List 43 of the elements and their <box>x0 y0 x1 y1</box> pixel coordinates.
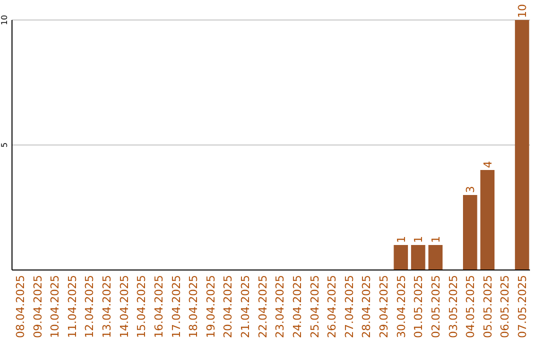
x-tick-label: 14.04.2025 <box>118 275 131 338</box>
x-tick-label: 26.04.2025 <box>326 275 339 338</box>
data-label: 3 <box>464 186 478 193</box>
x-tick-label: 09.04.2025 <box>31 275 44 338</box>
data-label: 1 <box>394 236 408 243</box>
x-tick-label: 27.04.2025 <box>342 275 356 338</box>
x-tick-label: 21.04.2025 <box>239 275 252 338</box>
x-tick-label: 05.05.2025 <box>481 275 494 338</box>
x-tick-label: 16.04.2025 <box>152 275 166 338</box>
x-tick-label: 25.04.2025 <box>308 275 322 338</box>
x-tick-label: 06.05.2025 <box>498 275 512 338</box>
data-label: 1 <box>412 236 426 243</box>
x-tick-label: 08.04.2025 <box>14 275 27 338</box>
data-label: 10 <box>516 4 530 18</box>
bar <box>514 20 530 270</box>
bar <box>394 245 408 270</box>
x-tick-label: 23.04.2025 <box>274 275 287 338</box>
x-tick-label: 02.05.2025 <box>429 275 442 338</box>
x-tick-label: 12.04.2025 <box>83 275 96 338</box>
x-tick-label: 18.04.2025 <box>187 275 200 338</box>
y-tick-label: 5 <box>0 142 9 148</box>
x-tick-label: 03.05.2025 <box>446 275 460 338</box>
x-tick-label: 30.04.2025 <box>394 275 408 338</box>
x-tick-label: 24.04.2025 <box>290 275 304 338</box>
bar <box>411 245 426 270</box>
bar <box>428 245 443 270</box>
x-tick-label: 17.04.2025 <box>170 275 183 338</box>
x-tick-label: 04.05.2025 <box>464 275 478 338</box>
x-tick-label: 07.05.2025 <box>516 275 530 338</box>
x-tick-label: 19.04.2025 <box>204 275 218 338</box>
bar <box>480 170 495 270</box>
x-tick-label: 22.04.2025 <box>256 275 270 338</box>
bar <box>463 195 478 270</box>
x-tick-label: 01.05.2025 <box>412 275 426 338</box>
x-tick-label: 11.04.2025 <box>66 275 79 338</box>
data-label: 4 <box>481 161 494 168</box>
data-label: 1 <box>429 236 442 243</box>
x-tick-label: 13.04.2025 <box>100 275 114 338</box>
x-tick-label: 15.04.2025 <box>135 275 148 338</box>
x-tick-label: 28.04.2025 <box>360 275 374 338</box>
x-tick-label: 20.04.2025 <box>222 275 235 338</box>
x-tick-label: 10.04.2025 <box>48 275 62 338</box>
x-tick-label: 29.04.2025 <box>378 275 391 338</box>
